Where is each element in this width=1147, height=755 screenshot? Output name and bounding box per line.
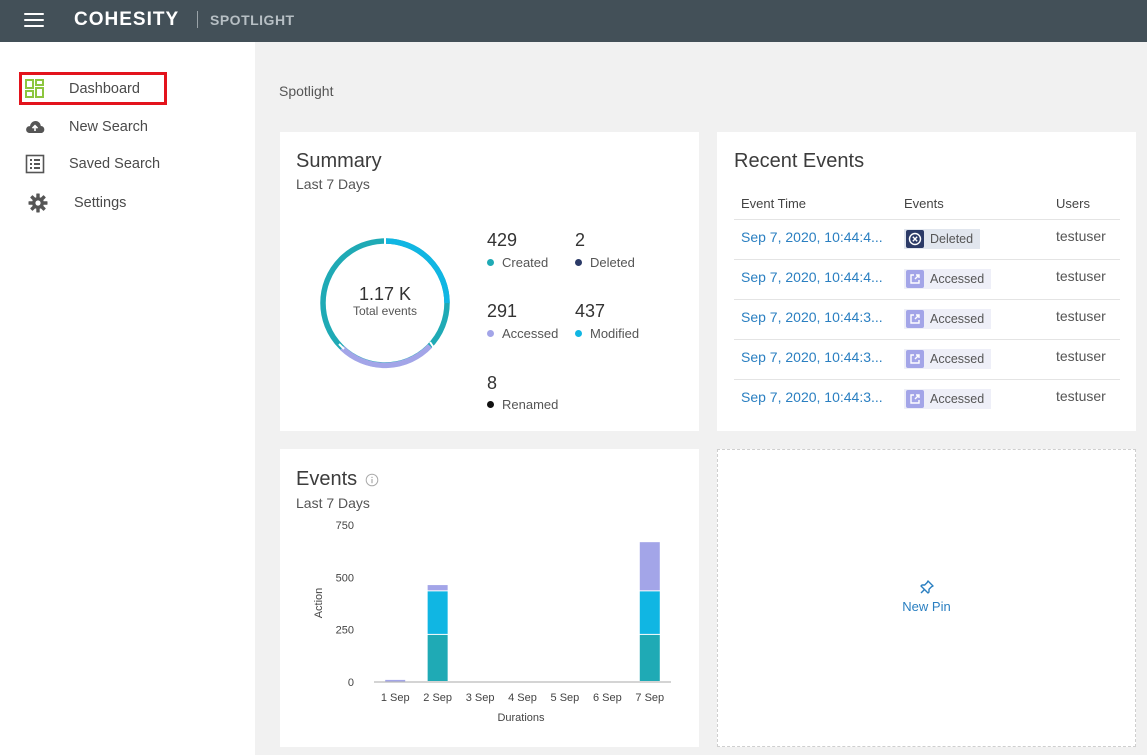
event-time-link[interactable]: Sep 7, 2020, 10:44:3... xyxy=(741,389,883,405)
created-count: 429 xyxy=(487,230,518,250)
new-pin-label: New Pin xyxy=(902,599,951,614)
sidebar xyxy=(0,42,255,755)
event-user: testuser xyxy=(1056,268,1106,284)
bar-segment[interactable] xyxy=(639,634,660,681)
product-name: SPOTLIGHT xyxy=(210,12,295,28)
event-user: testuser xyxy=(1056,348,1106,364)
summary-title: Summary xyxy=(296,150,382,172)
donut-ring-accessed xyxy=(340,344,432,369)
event-time-link[interactable]: Sep 7, 2020, 10:44:3... xyxy=(741,349,883,365)
x-tick-label: 5 Sep xyxy=(551,692,580,704)
sidebar-item-label: Dashboard xyxy=(69,81,140,97)
recent-events-title: Recent Events xyxy=(734,150,865,172)
sidebar-item-label: New Search xyxy=(69,119,148,135)
renamed-count: 8 xyxy=(487,373,498,393)
pin-icon xyxy=(919,579,935,600)
accessed-icon xyxy=(906,270,924,288)
event-badge: Accessed xyxy=(904,389,992,409)
events-chart: 0 250 500 750 1 Sep 2 Sep 3 Sep 4 Sep 5 Sep 6 Se… xyxy=(313,520,671,724)
info-icon[interactable] xyxy=(365,473,379,492)
brand-logo: COHESITY xyxy=(74,9,180,30)
summary-subtitle: Last 7 Days xyxy=(296,176,370,192)
new-pin-card[interactable]: New Pin xyxy=(717,449,1136,747)
accessed-count: 291 xyxy=(487,301,518,321)
modified-count: 437 xyxy=(575,301,606,321)
x-tick-label: 3 Sep xyxy=(466,692,495,704)
event-time-link[interactable]: Sep 7, 2020, 10:44:4... xyxy=(741,269,883,285)
y-tick-label: 750 xyxy=(336,520,354,532)
dashboard-icon xyxy=(25,79,45,99)
event-user: testuser xyxy=(1056,308,1106,324)
bar-segment[interactable] xyxy=(385,679,406,682)
cloud-upload-icon xyxy=(25,117,45,137)
total-events-label: Total events xyxy=(352,304,418,318)
total-events-donut xyxy=(320,238,450,369)
events-title: Events xyxy=(296,468,358,490)
table-row[interactable]: Sep 7, 2020, 10:44:4... Accessed testuse… xyxy=(734,259,1120,299)
deleted-count: 2 xyxy=(575,230,586,250)
event-user: testuser xyxy=(1056,228,1106,244)
bar-segment[interactable] xyxy=(427,591,448,634)
accessed-label: Accessed xyxy=(487,326,558,341)
x-tick-label: 4 Sep xyxy=(508,692,537,704)
deleted-label: Deleted xyxy=(575,255,635,270)
sidebar-item-saved-search[interactable]: Saved Search xyxy=(0,149,255,179)
event-badge: Accessed xyxy=(904,349,992,369)
created-label: Created xyxy=(487,255,548,270)
table-row[interactable]: Sep 7, 2020, 10:44:4... Deleted testuser xyxy=(734,219,1120,259)
gear-icon xyxy=(28,193,48,213)
accessed-icon xyxy=(906,390,924,408)
table-row[interactable]: Sep 7, 2020, 10:44:3... Accessed testuse… xyxy=(734,379,1120,419)
sidebar-item-label: Saved Search xyxy=(69,156,161,172)
brand-divider xyxy=(197,11,198,28)
column-header-event-time[interactable]: Event Time xyxy=(741,196,807,211)
table-row[interactable]: Sep 7, 2020, 10:44:3... Accessed testuse… xyxy=(734,299,1120,339)
event-user: testuser xyxy=(1056,388,1106,404)
y-tick-label: 0 xyxy=(348,677,354,689)
x-tick-label: 6 Sep xyxy=(593,692,622,704)
event-badge: Accessed xyxy=(904,309,992,329)
y-tick-label: 500 xyxy=(336,572,354,584)
sidebar-item-settings[interactable]: Settings xyxy=(0,188,255,218)
bar-segment[interactable] xyxy=(639,591,660,634)
x-tick-label: 7 Sep xyxy=(635,692,664,704)
sidebar-item-new-search[interactable]: New Search xyxy=(0,112,255,142)
sidebar-item-label: Settings xyxy=(74,195,127,211)
event-badge: Accessed xyxy=(904,269,992,289)
breadcrumb: Spotlight xyxy=(279,83,334,99)
highlight-annotation xyxy=(19,72,167,105)
x-tick-label: 2 Sep xyxy=(423,692,452,704)
events-subtitle: Last 7 Days xyxy=(296,495,370,511)
total-events-value: 1.17 K xyxy=(358,284,412,304)
y-tick-label: 250 xyxy=(336,625,354,637)
summary-card xyxy=(280,132,699,431)
x-axis-label: Durations xyxy=(497,712,545,724)
accessed-icon xyxy=(906,310,924,328)
column-header-users[interactable]: Users xyxy=(1056,196,1090,211)
top-bar: COHESITY SPOTLIGHT xyxy=(0,0,1147,42)
event-time-link[interactable]: Sep 7, 2020, 10:44:3... xyxy=(741,309,883,325)
deleted-icon xyxy=(906,230,924,248)
y-axis-label: Action xyxy=(313,588,325,619)
modified-label: Modified xyxy=(575,326,639,341)
renamed-label: Renamed xyxy=(487,397,558,412)
bar-segment[interactable] xyxy=(639,542,660,591)
events-card xyxy=(280,449,699,747)
table-row[interactable]: Sep 7, 2020, 10:44:3... Accessed testuse… xyxy=(734,339,1120,379)
x-tick-label: 1 Sep xyxy=(381,692,410,704)
event-time-link[interactable]: Sep 7, 2020, 10:44:4... xyxy=(741,229,883,245)
list-icon xyxy=(25,154,45,174)
event-badge: Deleted xyxy=(904,229,981,249)
donut-ring-modified xyxy=(384,238,450,304)
bar-segment[interactable] xyxy=(427,585,448,591)
sidebar-item-dashboard[interactable]: Dashboard xyxy=(0,74,255,104)
hamburger-menu-icon[interactable] xyxy=(24,13,44,29)
column-header-events[interactable]: Events xyxy=(904,196,944,211)
accessed-icon xyxy=(906,350,924,368)
bar-segment[interactable] xyxy=(427,634,448,681)
